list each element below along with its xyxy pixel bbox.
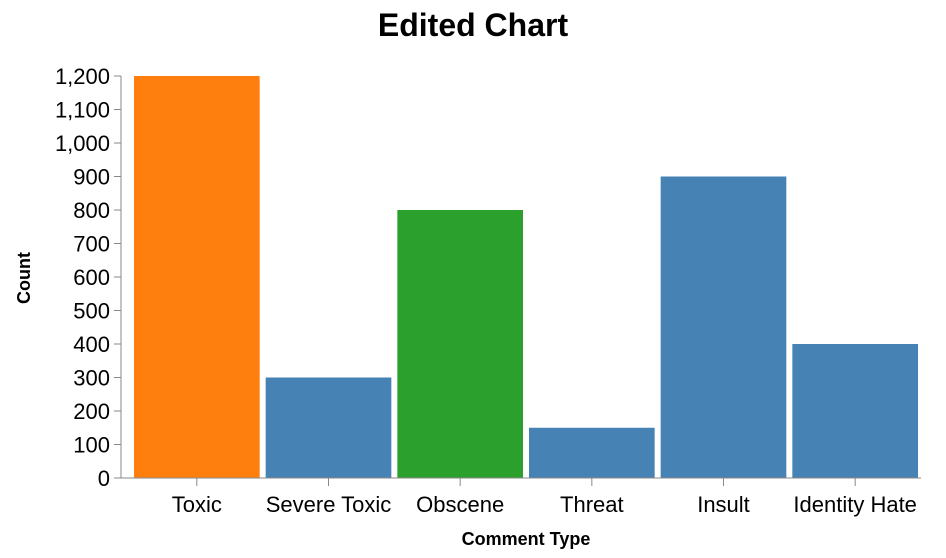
y-axis: 0 100 200 300 400 500 600 700 800 900 1,000 1,100 1,… (55, 64, 122, 491)
x-tick-label: Insult (697, 492, 750, 517)
y-tick-label: 200 (73, 399, 110, 424)
x-tick-label: Threat (560, 492, 624, 517)
x-tick-label: Identity Hate (793, 492, 917, 517)
y-tick-label: 600 (73, 265, 110, 290)
y-tick-label: 700 (73, 232, 110, 257)
y-tick-label: 100 (73, 433, 110, 458)
x-tick-label: Toxic (172, 492, 222, 517)
y-tick-label: 1,100 (55, 98, 110, 123)
y-tick-label: 800 (73, 198, 110, 223)
bar-toxic (134, 76, 260, 478)
bar-threat (529, 427, 655, 478)
y-tick-label: 1,200 (55, 64, 110, 89)
bar-insult (660, 176, 787, 478)
x-axis-title: Comment Type (462, 529, 591, 549)
bars-group (134, 76, 918, 478)
x-axis: Toxic Severe Toxic Obscene Threat Insult Iden… (121, 477, 921, 517)
bar-obscene (397, 210, 523, 478)
chart-title: Edited Chart (378, 7, 569, 43)
y-tick-label: 300 (73, 366, 110, 391)
bar-identity-hate (792, 344, 918, 478)
y-tick-label: 0 (98, 466, 110, 491)
y-axis-title: Count (14, 252, 34, 304)
x-tick-label: Obscene (416, 492, 504, 517)
x-tick-label: Severe Toxic (266, 492, 392, 517)
bar-severe-toxic (265, 377, 392, 478)
y-tick-label: 500 (73, 299, 110, 324)
y-tick-label: 1,000 (55, 131, 110, 156)
y-tick-label: 900 (73, 165, 110, 190)
y-tick-label: 400 (73, 332, 110, 357)
